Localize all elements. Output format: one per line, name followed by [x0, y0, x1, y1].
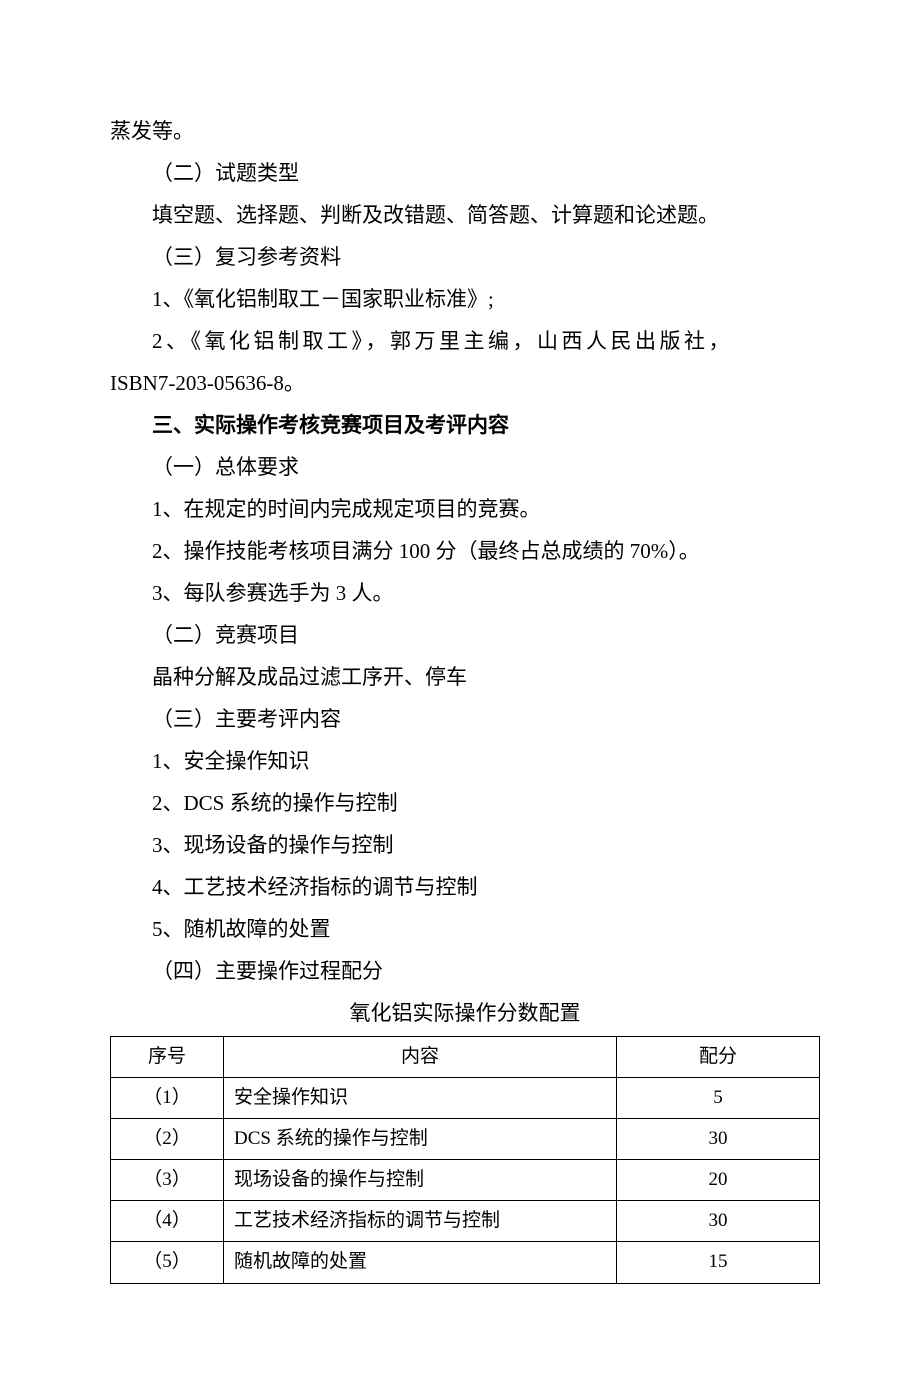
paragraph: （二）竞赛项目 — [110, 614, 820, 656]
table-cell-score: 20 — [617, 1160, 820, 1201]
paragraph: 1、安全操作知识 — [110, 740, 820, 782]
table-cell-score: 15 — [617, 1242, 820, 1283]
score-table: 序号 内容 配分 （1） 安全操作知识 5 （2） DCS 系统的操作与控制 3… — [110, 1036, 820, 1284]
table-cell-content: DCS 系统的操作与控制 — [224, 1119, 617, 1160]
paragraph: 2、操作技能考核项目满分 100 分（最终占总成绩的 70%）。 — [110, 530, 820, 572]
table-cell-content: 随机故障的处置 — [224, 1242, 617, 1283]
table-cell-content: 现场设备的操作与控制 — [224, 1160, 617, 1201]
table-cell-content: 工艺技术经济指标的调节与控制 — [224, 1201, 617, 1242]
paragraph: 晶种分解及成品过滤工序开、停车 — [110, 656, 820, 698]
table-header-seq: 序号 — [111, 1037, 224, 1078]
paragraph: ISBN7-203-05636-8。 — [110, 362, 820, 404]
paragraph: 3、每队参赛选手为 3 人。 — [110, 572, 820, 614]
paragraph: 蒸发等。 — [110, 110, 820, 152]
paragraph: （三）主要考评内容 — [110, 698, 820, 740]
paragraph: 4、工艺技术经济指标的调节与控制 — [110, 866, 820, 908]
table-header-score: 配分 — [617, 1037, 820, 1078]
paragraph: （四）主要操作过程配分 — [110, 950, 820, 992]
paragraph: （二）试题类型 — [110, 152, 820, 194]
table-header-content: 内容 — [224, 1037, 617, 1078]
table-cell-score: 5 — [617, 1078, 820, 1119]
paragraph: 2、《氧化铝制取工》，郭万里主编，山西人民出版社， — [110, 320, 820, 362]
table-cell-seq: （2） — [111, 1119, 224, 1160]
paragraph: 1、在规定的时间内完成规定项目的竞赛。 — [110, 488, 820, 530]
table-cell-content: 安全操作知识 — [224, 1078, 617, 1119]
table-row: （5） 随机故障的处置 15 — [111, 1242, 820, 1283]
table-row: （3） 现场设备的操作与控制 20 — [111, 1160, 820, 1201]
paragraph: 1、《氧化铝制取工－国家职业标准》; — [110, 278, 820, 320]
section-heading: 三、实际操作考核竞赛项目及考评内容 — [110, 404, 820, 446]
table-cell-seq: （5） — [111, 1242, 224, 1283]
table-row: （1） 安全操作知识 5 — [111, 1078, 820, 1119]
paragraph: 3、现场设备的操作与控制 — [110, 824, 820, 866]
table-row: （2） DCS 系统的操作与控制 30 — [111, 1119, 820, 1160]
table-cell-score: 30 — [617, 1119, 820, 1160]
table-row: （4） 工艺技术经济指标的调节与控制 30 — [111, 1201, 820, 1242]
table-cell-seq: （1） — [111, 1078, 224, 1119]
table-cell-score: 30 — [617, 1201, 820, 1242]
table-cell-seq: （3） — [111, 1160, 224, 1201]
table-cell-seq: （4） — [111, 1201, 224, 1242]
paragraph: （一）总体要求 — [110, 446, 820, 488]
paragraph: 填空题、选择题、判断及改错题、简答题、计算题和论述题。 — [110, 194, 820, 236]
table-header-row: 序号 内容 配分 — [111, 1037, 820, 1078]
paragraph: 2、DCS 系统的操作与控制 — [110, 782, 820, 824]
table-title: 氧化铝实际操作分数配置 — [110, 992, 820, 1034]
paragraph: 5、随机故障的处置 — [110, 908, 820, 950]
paragraph: （三）复习参考资料 — [110, 236, 820, 278]
